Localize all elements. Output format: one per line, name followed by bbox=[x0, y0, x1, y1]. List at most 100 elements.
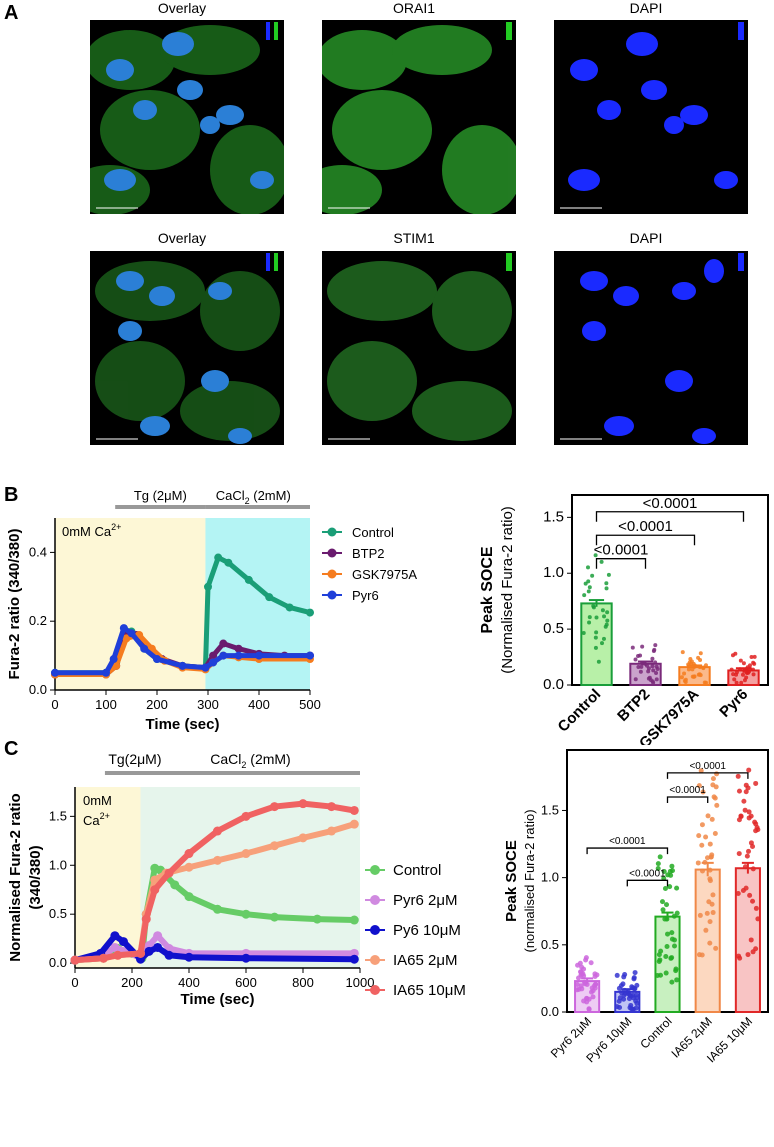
data-point bbox=[650, 656, 655, 661]
data-point bbox=[660, 907, 666, 913]
data-point bbox=[698, 651, 703, 656]
calcium-label: Ca2+ bbox=[83, 811, 110, 828]
series-point-pyr6 bbox=[234, 651, 243, 660]
data-point bbox=[652, 647, 657, 652]
data-point bbox=[695, 860, 701, 866]
series-point-4 bbox=[99, 953, 108, 963]
data-point bbox=[748, 840, 754, 846]
series-point-4 bbox=[150, 885, 160, 895]
legend-marker bbox=[327, 590, 337, 600]
data-point bbox=[673, 966, 679, 972]
series-point-pyr6 bbox=[51, 668, 59, 677]
data-point bbox=[738, 658, 743, 663]
category-label: Pyr6 bbox=[716, 686, 751, 721]
data-point bbox=[706, 899, 712, 905]
series-point-4 bbox=[141, 914, 151, 924]
data-point bbox=[713, 784, 719, 790]
series-point-2 bbox=[110, 931, 120, 941]
data-point bbox=[740, 672, 745, 677]
data-point bbox=[750, 866, 756, 872]
significance-bracket bbox=[666, 796, 709, 804]
data-point bbox=[669, 930, 675, 936]
series-point-3 bbox=[150, 875, 160, 885]
data-point bbox=[593, 553, 598, 558]
x-tick-label: 200 bbox=[146, 697, 168, 712]
p-value-label: <0.0001 bbox=[609, 836, 646, 847]
data-point bbox=[749, 655, 754, 660]
data-point bbox=[639, 664, 644, 669]
data-point bbox=[674, 910, 680, 916]
series-point-4 bbox=[164, 868, 174, 878]
data-point bbox=[634, 995, 640, 1001]
series-point-control bbox=[306, 608, 314, 617]
panel-letter-b: B bbox=[4, 484, 19, 506]
data-point bbox=[707, 940, 713, 946]
data-point bbox=[696, 783, 702, 789]
data-point bbox=[746, 767, 752, 773]
data-point bbox=[703, 834, 709, 840]
data-point bbox=[640, 644, 645, 649]
data-point bbox=[699, 868, 705, 874]
x-axis-label: Time (sec) bbox=[181, 991, 255, 1008]
series-point-gsk7975a bbox=[122, 634, 131, 643]
data-point bbox=[630, 645, 635, 650]
data-point bbox=[747, 892, 753, 898]
legend-marker bbox=[370, 955, 380, 965]
data-point bbox=[663, 954, 669, 960]
series-point-4 bbox=[70, 955, 80, 965]
series-point-pyr6 bbox=[219, 651, 228, 660]
data-point bbox=[633, 677, 638, 682]
series-point-0 bbox=[184, 892, 194, 902]
data-point bbox=[674, 885, 680, 891]
data-point bbox=[605, 618, 610, 623]
y-axis-label: Peak SOCE bbox=[479, 546, 496, 633]
data-point bbox=[732, 677, 737, 682]
data-point bbox=[741, 798, 747, 804]
data-point bbox=[755, 916, 761, 922]
series-point-pyr6 bbox=[153, 655, 161, 664]
data-point bbox=[582, 593, 587, 598]
series-point-1 bbox=[153, 931, 163, 941]
legend-label: Pyr6 2μM bbox=[393, 892, 458, 909]
data-point bbox=[669, 955, 675, 961]
chart-c-trace: Tg(2μM) CaCl2 (2mM) 0mM Ca2+ 0 200 400 600 800 10… bbox=[7, 751, 466, 1008]
data-point bbox=[704, 910, 710, 916]
x-tick-label: 300 bbox=[197, 697, 219, 712]
series-point-pyr6 bbox=[119, 624, 128, 633]
data-point bbox=[590, 994, 596, 1000]
legend-label: IA65 2μM bbox=[393, 952, 458, 969]
data-point bbox=[745, 785, 751, 791]
data-point bbox=[735, 773, 741, 779]
series-point-0 bbox=[170, 880, 180, 890]
data-point bbox=[606, 572, 611, 577]
data-point bbox=[667, 868, 673, 874]
data-point bbox=[746, 815, 752, 821]
significance-bracket bbox=[595, 534, 696, 546]
micrograph-overlay-stim1 bbox=[90, 251, 284, 445]
series-point-control bbox=[224, 558, 233, 567]
x-tick-label: 400 bbox=[178, 975, 200, 990]
legend-marker bbox=[370, 895, 380, 905]
y-tick-label: 1.5 bbox=[543, 508, 564, 525]
data-point bbox=[575, 975, 581, 981]
data-point bbox=[614, 1004, 620, 1010]
data-point bbox=[712, 831, 718, 837]
legend-marker bbox=[327, 527, 337, 537]
data-point bbox=[594, 630, 599, 635]
data-point bbox=[621, 974, 627, 980]
y-tick-label: 0.2 bbox=[29, 613, 47, 628]
series-point-pyr6 bbox=[255, 651, 263, 660]
data-point bbox=[669, 863, 675, 869]
series-point-3 bbox=[327, 826, 336, 836]
y-axis-label: Fura-2 ratio (340/380) bbox=[6, 529, 23, 680]
data-point bbox=[699, 822, 705, 828]
data-point bbox=[599, 559, 604, 564]
series-point-pyr6 bbox=[209, 658, 218, 667]
data-point bbox=[631, 975, 637, 981]
data-point bbox=[655, 865, 661, 871]
x-tick-label: 200 bbox=[121, 975, 143, 990]
data-point bbox=[669, 979, 675, 985]
data-point bbox=[748, 937, 754, 943]
data-point bbox=[632, 970, 638, 976]
